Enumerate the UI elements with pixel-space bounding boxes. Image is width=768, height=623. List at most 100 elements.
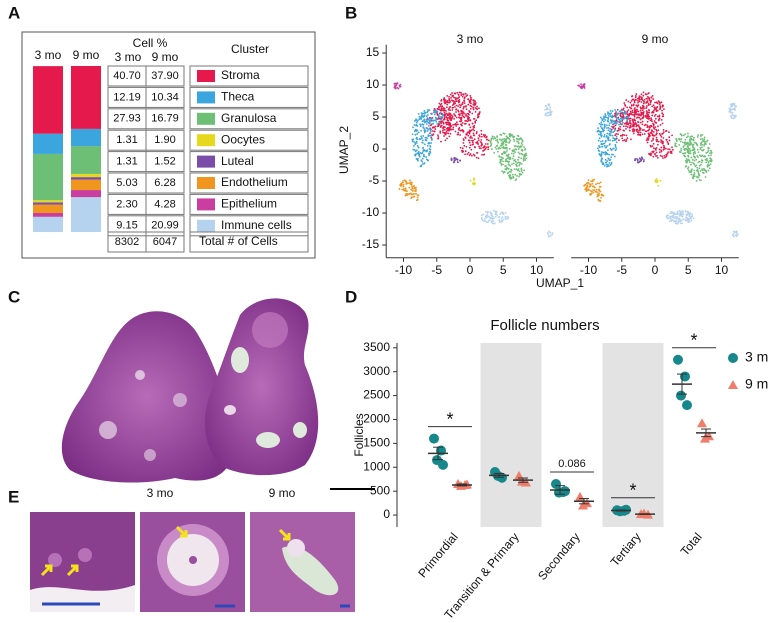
umap-cell bbox=[648, 111, 651, 114]
umap-cell bbox=[647, 138, 650, 141]
umap-cell bbox=[687, 135, 689, 138]
umap-cell bbox=[632, 128, 635, 130]
umap-cell bbox=[518, 173, 521, 176]
data-point bbox=[697, 418, 707, 428]
umap-cell bbox=[669, 212, 672, 215]
umap-cell bbox=[411, 138, 414, 141]
umap-cell bbox=[701, 168, 703, 170]
umap-cell bbox=[429, 145, 432, 148]
umap-cell bbox=[603, 134, 606, 136]
umap-cell bbox=[507, 137, 510, 139]
table-column: 9 mo bbox=[152, 50, 179, 64]
umap-cell bbox=[490, 137, 493, 140]
bar-segment bbox=[71, 179, 101, 191]
umap-cell bbox=[476, 105, 479, 108]
umap-cell bbox=[489, 211, 492, 214]
umap-cell bbox=[680, 210, 682, 213]
umap-cell bbox=[429, 132, 431, 135]
umap-cell bbox=[607, 126, 610, 129]
umap-cell bbox=[495, 145, 498, 147]
y-tick-label: 3000 bbox=[363, 364, 390, 378]
umap-cell bbox=[413, 141, 415, 143]
umap-cell bbox=[475, 131, 478, 133]
legend-swatch bbox=[197, 112, 215, 125]
umap-cell bbox=[631, 109, 634, 112]
umap-cell bbox=[446, 129, 449, 132]
umap-cell bbox=[465, 113, 467, 115]
umap-cell bbox=[420, 114, 423, 117]
umap-cell bbox=[501, 170, 503, 173]
umap-cell bbox=[517, 161, 520, 164]
umap-cell bbox=[701, 133, 704, 136]
umap-cell bbox=[648, 128, 651, 131]
umap-cell bbox=[695, 164, 698, 167]
umap-cell bbox=[547, 104, 550, 107]
umap-cell bbox=[521, 144, 524, 146]
umap-cell bbox=[519, 161, 521, 164]
umap-cell bbox=[500, 217, 503, 220]
umap-cell bbox=[428, 109, 431, 112]
umap-cell bbox=[455, 100, 458, 103]
umap-cell bbox=[466, 153, 469, 156]
umap-cell bbox=[638, 100, 641, 103]
umap-cell bbox=[618, 128, 620, 130]
umap-cell bbox=[448, 101, 450, 104]
umap-cell bbox=[520, 162, 523, 165]
umap-cell bbox=[600, 121, 603, 124]
umap-cell bbox=[623, 122, 626, 125]
legend-swatch bbox=[197, 70, 215, 82]
umap-cell bbox=[656, 180, 659, 183]
umap-cell bbox=[496, 214, 499, 217]
umap-cell bbox=[480, 133, 483, 136]
umap-cell bbox=[622, 125, 625, 128]
umap-cell bbox=[653, 109, 655, 112]
umap-cell bbox=[676, 210, 679, 213]
umap-cell bbox=[636, 97, 639, 100]
umap-cell bbox=[544, 114, 547, 117]
umap-cell bbox=[690, 169, 693, 171]
bar-segment bbox=[71, 173, 101, 178]
umap-cell bbox=[495, 139, 497, 142]
umap-cell bbox=[462, 138, 465, 140]
umap-cell bbox=[604, 161, 607, 164]
umap-cell bbox=[408, 182, 411, 185]
umap-cell bbox=[699, 144, 702, 147]
umap-cell bbox=[617, 129, 620, 132]
umap-cell bbox=[490, 214, 493, 217]
umap-cell bbox=[678, 215, 681, 217]
umap-cell bbox=[461, 147, 464, 150]
y-tick-label: 2500 bbox=[363, 388, 390, 402]
umap-cell bbox=[473, 177, 475, 180]
legend-marker bbox=[728, 353, 738, 363]
umap-cell bbox=[605, 146, 608, 149]
umap-cell bbox=[516, 162, 519, 164]
umap-cell bbox=[410, 197, 413, 199]
umap-cell bbox=[408, 192, 411, 195]
umap-cell bbox=[701, 146, 703, 149]
umap-cell bbox=[674, 215, 677, 218]
umap-cell bbox=[512, 152, 515, 155]
umap-cell bbox=[633, 115, 636, 118]
umap-cell bbox=[495, 148, 498, 150]
shaded-band bbox=[602, 343, 664, 527]
umap-cell bbox=[415, 186, 417, 189]
umap-cell bbox=[657, 100, 660, 102]
umap-cell bbox=[660, 146, 663, 149]
umap-cell bbox=[601, 127, 604, 130]
table-value: 1.90 bbox=[154, 134, 175, 146]
bar-segment bbox=[71, 177, 101, 180]
umap-cell bbox=[640, 98, 643, 100]
umap-cell bbox=[422, 120, 424, 123]
umap-cell bbox=[643, 159, 645, 161]
umap-cell bbox=[449, 113, 452, 116]
umap-cell bbox=[487, 210, 489, 213]
umap-cell bbox=[472, 153, 475, 156]
umap-cell bbox=[509, 135, 511, 138]
umap-cell bbox=[424, 111, 427, 114]
umap-cell bbox=[455, 97, 458, 100]
umap-cell bbox=[432, 111, 435, 114]
umap-cell bbox=[448, 107, 450, 110]
umap-cell bbox=[411, 189, 414, 192]
umap-cell bbox=[614, 128, 617, 131]
umap-cell bbox=[591, 182, 594, 185]
